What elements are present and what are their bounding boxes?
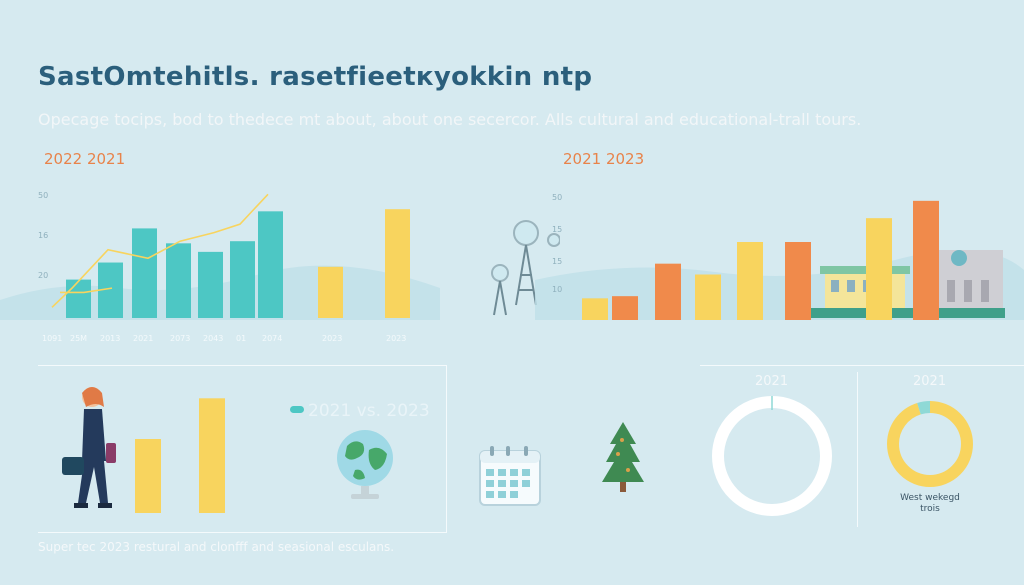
donut-chart-1 — [712, 396, 832, 516]
calendar-icon — [479, 446, 541, 506]
legend-swatch — [290, 406, 304, 413]
bar — [318, 266, 343, 318]
bar — [737, 242, 763, 320]
x-tick-label: 2023 — [322, 334, 342, 343]
donut-2-year: 2021 — [913, 374, 947, 389]
footer-note: Super tec 2023 restural and clonfff and … — [38, 540, 395, 554]
bar — [785, 242, 811, 320]
x-tick-label: 25M — [70, 334, 87, 343]
pie-slice — [712, 396, 832, 516]
bar — [198, 251, 223, 318]
bar — [258, 211, 283, 318]
bar — [166, 243, 191, 318]
series-line — [60, 287, 113, 294]
globe-icon — [337, 430, 393, 499]
y-tick-label: 50 — [38, 191, 48, 200]
bar — [66, 279, 91, 318]
bar — [385, 209, 410, 318]
x-tick-label: 01 — [236, 334, 246, 343]
comparison-panel — [38, 365, 447, 533]
page-title: SastOmtehitls. rasetfieetкyokkin ntp — [38, 62, 593, 92]
x-tick-label: 2013 — [100, 334, 120, 343]
x-tick-label: 2023 — [386, 334, 406, 343]
x-tick-label: 2021 — [133, 334, 153, 343]
y-tick-label: 20 — [38, 271, 48, 280]
comparison-legend: 2021 vs. 2023 — [308, 401, 430, 421]
page-subtitle: Opecage tocips, bod to thedece mt about,… — [38, 110, 862, 129]
right-bar-chart: 50 15 15 10 — [535, 193, 1024, 320]
small-bar-chart — [135, 398, 225, 513]
left-bar-chart: 50 16 20 1091 25M 2013 2021 2073 2043 01 2074 2023… — [0, 191, 440, 343]
bar — [582, 298, 608, 320]
right-panel-label: 2021 2023 — [563, 150, 645, 168]
donut-2-caption-line2: trois — [920, 504, 940, 514]
x-tick-label: 2043 — [203, 334, 223, 343]
bar — [135, 439, 161, 513]
traveler-figure — [62, 387, 116, 508]
bar — [655, 263, 681, 320]
x-tick-label: 1091 — [42, 334, 62, 343]
y-tick-label: 15 — [552, 257, 562, 266]
donut-chart-2 — [887, 401, 973, 487]
bar — [199, 398, 225, 513]
bar — [230, 241, 255, 318]
bar — [866, 218, 892, 320]
bar — [913, 200, 939, 320]
divider-line — [700, 365, 1024, 366]
y-tick-label: 16 — [38, 231, 48, 240]
pie-slice — [887, 401, 973, 487]
y-tick-label: 50 — [552, 193, 562, 202]
bar — [612, 296, 638, 320]
y-tick-label: 10 — [552, 285, 562, 294]
pine-tree-icon — [602, 422, 644, 492]
pie-slice — [887, 401, 973, 487]
donut-1-year: 2021 — [755, 374, 789, 389]
donut-2-caption-line1: West wekegd — [900, 493, 960, 503]
y-tick-label: 15 — [552, 225, 562, 234]
divider-line — [857, 372, 858, 527]
radio-tower-icon — [491, 220, 560, 316]
bar — [132, 228, 157, 318]
x-tick-label: 2074 — [262, 334, 282, 343]
series-line — [51, 193, 269, 308]
x-tick-label: 2073 — [170, 334, 190, 343]
bar — [695, 274, 721, 320]
building-icon — [805, 240, 1005, 318]
left-panel-label: 2022 2021 — [44, 150, 126, 168]
